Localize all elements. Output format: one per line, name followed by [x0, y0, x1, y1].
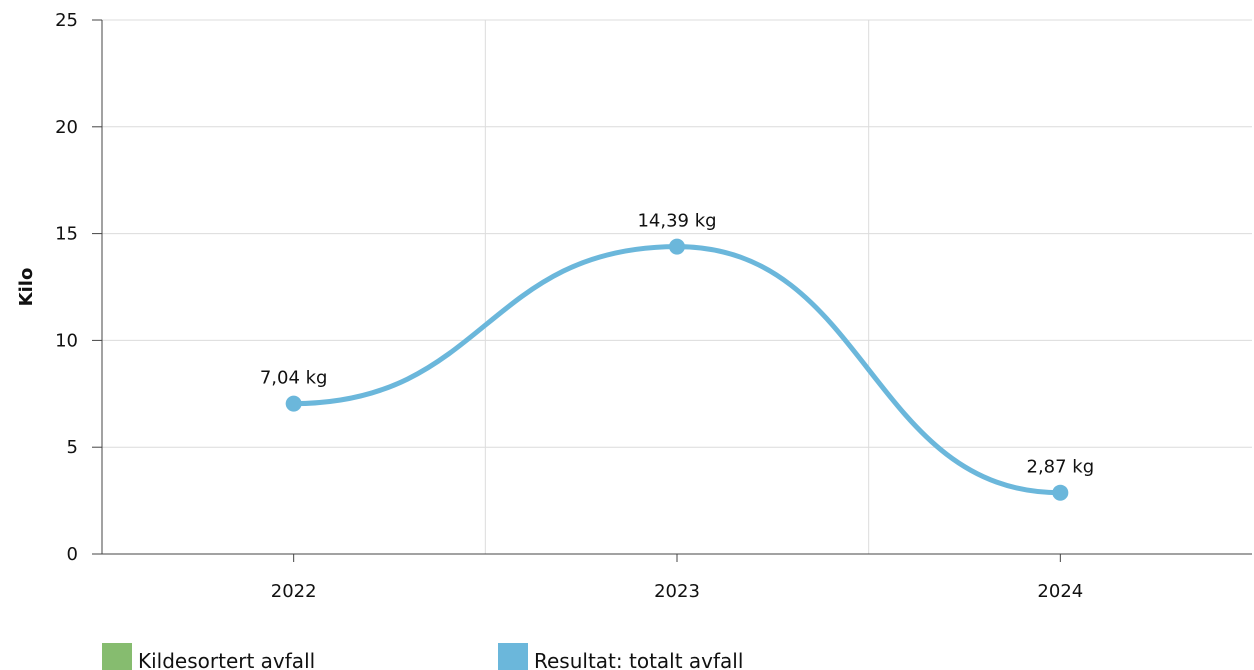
- y-tick-label: 0: [67, 544, 78, 565]
- y-tick-label: 10: [55, 330, 78, 351]
- data-label: 14,39 kg: [637, 211, 716, 232]
- axes: 0 5 10 15 20 25 2022 2023 2024: [55, 10, 1252, 602]
- data-point: [1052, 484, 1069, 501]
- y-tick-label: 5: [67, 437, 78, 458]
- y-tick-label: 15: [55, 224, 78, 245]
- legend-swatch: [498, 643, 528, 670]
- x-tick-label: 2023: [654, 581, 700, 602]
- legend-swatch: [102, 643, 132, 670]
- grid: [102, 19, 1252, 554]
- data-point: [285, 395, 302, 412]
- x-tick-label: 2022: [271, 581, 317, 602]
- legend-label: Resultat: totalt avfall: [534, 649, 743, 670]
- x-tick-label: 2024: [1037, 581, 1083, 602]
- legend: Kildesortert avfall Resultat: totalt avfa…: [102, 643, 743, 670]
- legend-label: Kildesortert avfall: [138, 649, 315, 670]
- data-labels: 7,04 kg 14,39 kg 2,87 kg: [260, 211, 1094, 478]
- y-axis-title: Kilo: [16, 268, 37, 307]
- series-line: [291, 244, 1063, 496]
- data-label: 2,87 kg: [1027, 457, 1095, 478]
- data-point: [669, 238, 685, 255]
- series: [285, 238, 1069, 501]
- y-tick-label: 25: [55, 10, 78, 31]
- y-tick-label: 20: [55, 117, 78, 138]
- data-label: 7,04 kg: [260, 368, 328, 389]
